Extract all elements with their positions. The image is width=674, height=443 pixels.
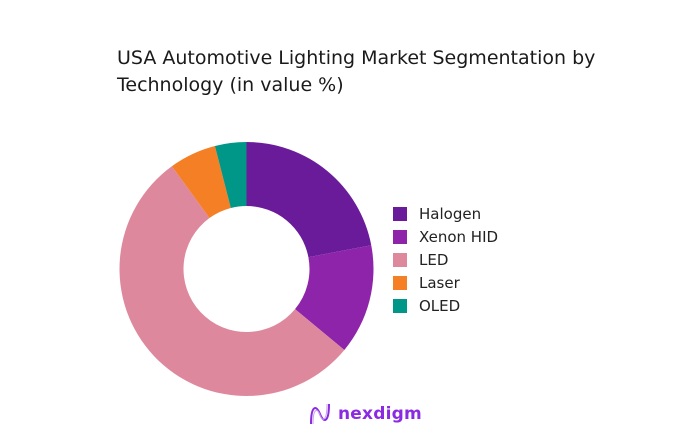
legend-swatch <box>393 229 407 244</box>
legend-item: Halogen <box>393 202 498 225</box>
legend-item: Laser <box>393 271 498 294</box>
legend-swatch <box>393 252 407 267</box>
slice-laser <box>171 145 231 219</box>
slice-xenon-hid <box>295 245 374 350</box>
legend-label: Xenon HID <box>419 227 499 246</box>
nexdigm-logo: nexdigm <box>308 402 422 426</box>
legend-label: Laser <box>419 273 460 292</box>
legend-item: LED <box>393 248 498 271</box>
legend-swatch <box>393 206 407 221</box>
legend-label: LED <box>419 250 449 269</box>
chart-title: USA Automotive Lighting Market Segmentat… <box>117 47 596 96</box>
slice-oled <box>214 142 247 208</box>
legend-swatch <box>393 275 407 290</box>
nexdigm-logo-icon <box>310 403 330 425</box>
logo-text: nexdigm <box>338 404 422 424</box>
legend-item: Xenon HID <box>393 225 498 248</box>
slice-halogen <box>246 142 372 258</box>
slice-led <box>119 166 345 397</box>
legend-label: OLED <box>419 296 461 315</box>
legend: Halogen Xenon HID LED Laser OLED <box>393 202 498 317</box>
legend-swatch <box>393 298 407 313</box>
legend-item: OLED <box>393 294 498 317</box>
legend-label: Halogen <box>419 204 482 223</box>
